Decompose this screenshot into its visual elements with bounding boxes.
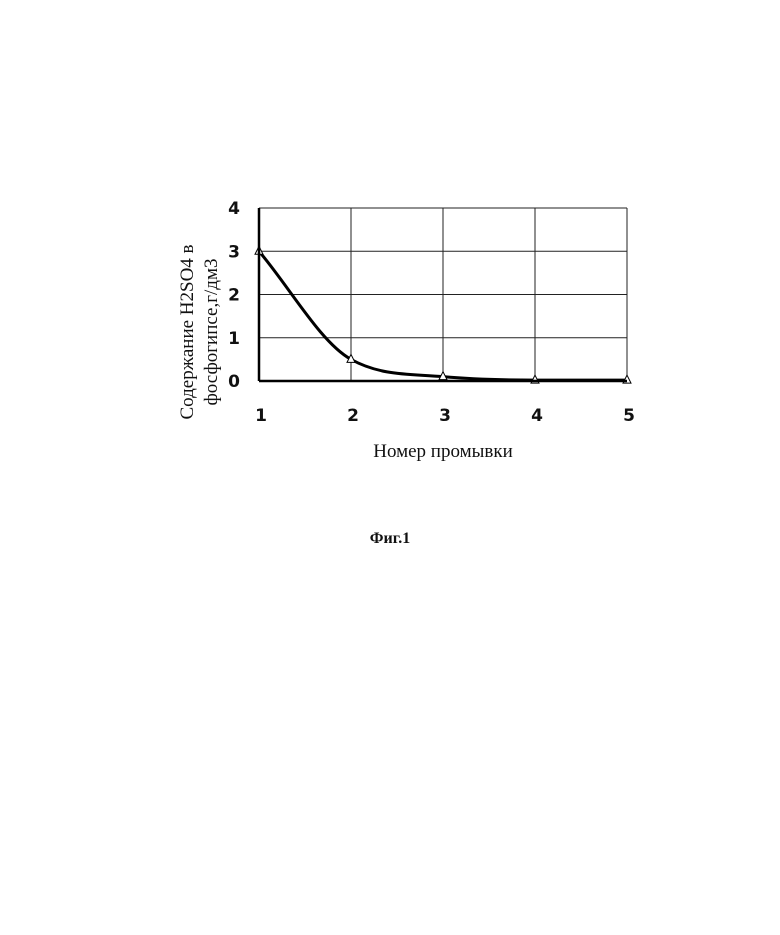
chart-labels: 0123412345	[228, 199, 635, 426]
x-tick-label: 5	[623, 406, 635, 426]
chart-grid	[259, 208, 627, 381]
figure-caption: Фиг.1	[0, 530, 780, 548]
x-tick-label: 3	[439, 406, 451, 426]
y-tick-label: 0	[228, 372, 240, 392]
x-tick-label: 1	[255, 406, 267, 426]
y-tick-label: 1	[228, 329, 240, 349]
y-tick-label: 3	[228, 242, 240, 262]
y-tick-label: 4	[228, 199, 240, 219]
y-axis-title-line-2: фосфогипсе,г/дм3	[201, 259, 222, 406]
y-axis-title-line-1: Содержание H2SO4 в	[177, 244, 198, 419]
x-tick-label: 2	[347, 406, 359, 426]
x-tick-label: 4	[531, 406, 543, 426]
x-axis-title: Номер промывки	[373, 441, 513, 462]
y-tick-label: 2	[228, 286, 240, 306]
